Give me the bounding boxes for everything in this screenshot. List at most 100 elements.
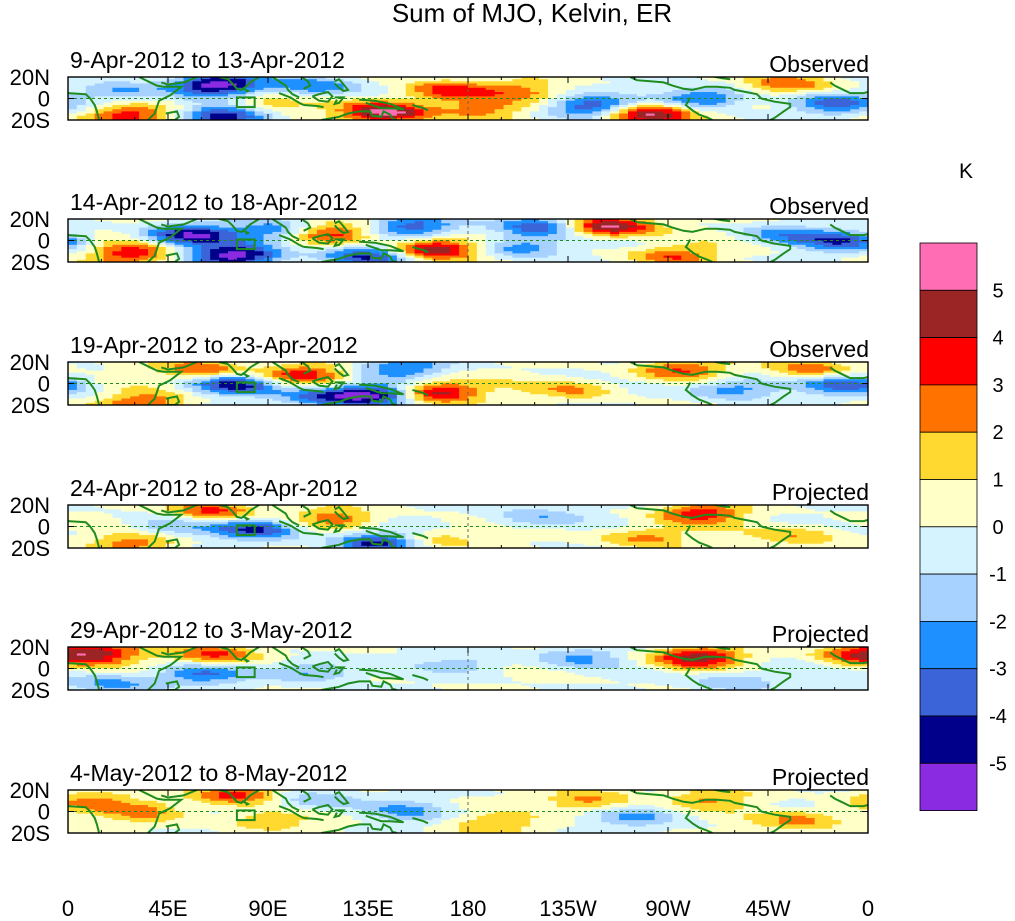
heatmap-cell [574, 117, 585, 120]
heatmap-cell [779, 111, 789, 115]
heatmap-cell [539, 396, 549, 400]
heatmap-cell [628, 94, 638, 97]
heatmap-cell [610, 255, 620, 259]
heatmap-cell [370, 244, 380, 248]
heatmap-cell [716, 257, 727, 261]
heatmap-cell [441, 400, 451, 404]
heatmap-cell [672, 231, 682, 235]
heatmap-cell [645, 229, 656, 233]
heatmap-cell [672, 83, 682, 87]
heatmap-cell [734, 221, 745, 224]
heatmap-cell [628, 229, 638, 233]
heatmap-cell [76, 400, 87, 404]
heatmap-cell [245, 255, 256, 259]
heatmap-cell [503, 87, 514, 91]
heatmap-cell [556, 109, 567, 112]
heatmap-cell [485, 253, 496, 257]
heatmap-cell [130, 251, 140, 254]
heatmap-cell [494, 102, 505, 106]
heatmap-cell [503, 238, 514, 242]
heatmap-cell [548, 89, 558, 93]
heatmap-cell [494, 259, 505, 262]
heatmap-cell [556, 364, 567, 367]
heatmap-cell [601, 221, 611, 224]
heatmap-cell [708, 107, 718, 110]
heatmap-cell [236, 259, 247, 262]
heatmap-cell [112, 100, 122, 104]
heatmap-cell [112, 251, 122, 254]
heatmap-cell [388, 381, 398, 385]
y-tick-label: 0 [38, 229, 50, 254]
heatmap-cell [263, 374, 274, 378]
heatmap-cell [859, 102, 868, 106]
heatmap-cell [388, 383, 398, 387]
heatmap-cell [414, 255, 425, 259]
heatmap-cell [254, 383, 265, 387]
heatmap-cell [112, 242, 122, 246]
heatmap-cell [432, 259, 442, 262]
heatmap-cell [699, 259, 709, 262]
heatmap-cell [183, 383, 194, 387]
heatmap-cell [521, 362, 531, 365]
heatmap-cell [130, 227, 140, 231]
heatmap-cell [832, 87, 842, 91]
heatmap-cell [228, 92, 238, 95]
heatmap-cell [352, 92, 362, 95]
heatmap-cell [441, 387, 451, 391]
heatmap-cell [485, 246, 496, 250]
heatmap-cell [201, 219, 211, 222]
heatmap-cell [352, 368, 362, 372]
heatmap-cell [396, 383, 407, 387]
heatmap-cell [361, 400, 371, 404]
heatmap-cell [690, 113, 700, 117]
heatmap-cell [610, 249, 620, 252]
heatmap-cell [308, 362, 318, 365]
heatmap-cell [130, 238, 140, 242]
heatmap-cell [672, 255, 682, 259]
heatmap-cell [841, 227, 851, 231]
heatmap-cell [485, 81, 496, 85]
heatmap-cell [334, 223, 345, 227]
heatmap-cell [192, 255, 202, 259]
heatmap-cell [76, 83, 87, 87]
heatmap-cell [236, 244, 247, 248]
heatmap-cell [139, 402, 149, 405]
heatmap-cell [272, 102, 282, 106]
heatmap-cell [441, 238, 451, 242]
heatmap-cell [254, 251, 265, 254]
heatmap-cell [370, 234, 380, 237]
heatmap-cell [165, 364, 176, 367]
heatmap-cell [850, 219, 860, 222]
heatmap-cell [370, 257, 380, 261]
heatmap-cell [423, 234, 434, 237]
heatmap-cell [654, 79, 665, 82]
heatmap-cell [361, 81, 371, 85]
heatmap-cell [174, 368, 185, 372]
heatmap-cell [414, 259, 425, 262]
heatmap-cell [779, 85, 789, 89]
heatmap-cell [628, 257, 638, 261]
heatmap-cell [743, 111, 754, 115]
heatmap-cell [370, 107, 380, 110]
heatmap-cell [530, 387, 540, 391]
heatmap-cell [512, 251, 522, 254]
heatmap-cell [263, 236, 274, 239]
heatmap-cell [725, 244, 736, 248]
heatmap-cell [121, 379, 131, 382]
heatmap-cell [121, 234, 131, 237]
heatmap-cell [823, 111, 834, 115]
heatmap-cell [272, 234, 282, 237]
heatmap-cell [219, 98, 229, 102]
heatmap-cell [423, 381, 434, 385]
heatmap-cell [68, 402, 78, 405]
heatmap-cell [841, 240, 851, 244]
heatmap-cell [245, 107, 256, 110]
heatmap-cell [485, 113, 496, 117]
heatmap-cell [361, 231, 371, 235]
heatmap-cell [219, 392, 229, 395]
heatmap-cell [94, 111, 105, 115]
heatmap-cell [565, 246, 576, 250]
heatmap-cell [601, 249, 611, 252]
heatmap-cell [103, 370, 114, 374]
